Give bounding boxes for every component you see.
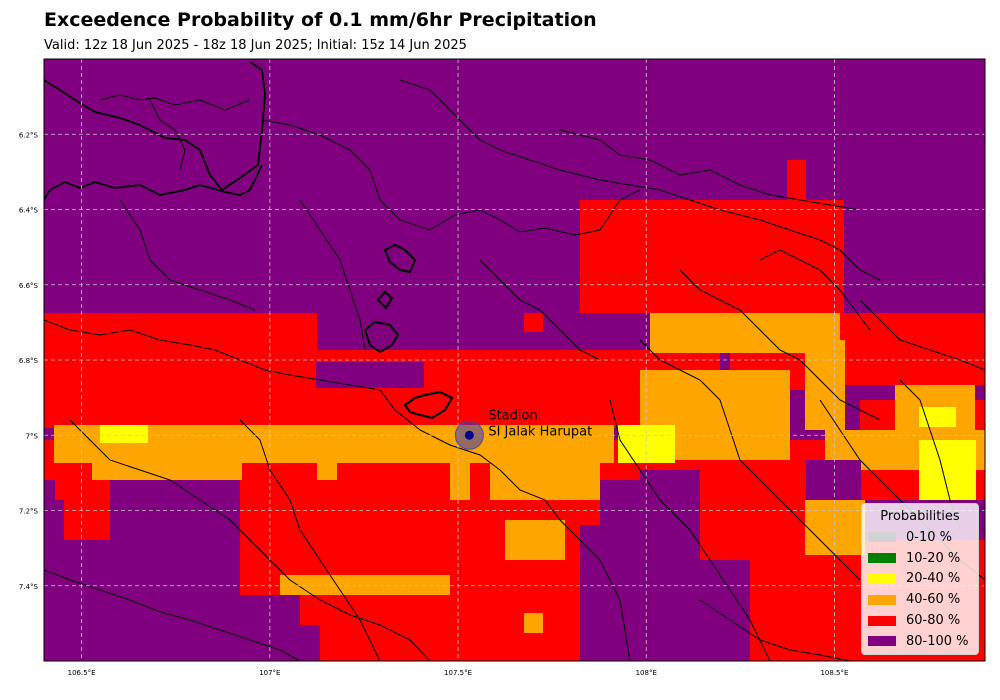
legend-item: 60-80 % bbox=[862, 610, 978, 631]
y-tick-label: 7.4°S bbox=[19, 583, 39, 591]
probability-cell bbox=[805, 500, 865, 555]
probability-cell bbox=[840, 313, 985, 385]
y-tick-label: 6.6°S bbox=[19, 282, 39, 290]
legend-swatch bbox=[868, 594, 896, 605]
probability-cell bbox=[787, 160, 806, 205]
probability-cell bbox=[640, 470, 700, 590]
legend-swatch bbox=[868, 615, 896, 626]
legend-swatch bbox=[868, 636, 896, 647]
probability-cell bbox=[110, 480, 240, 580]
x-tick-label: 106.5°E bbox=[68, 669, 96, 677]
legend-swatch bbox=[868, 573, 896, 584]
y-tick-label: 6.8°S bbox=[19, 357, 39, 365]
legend-swatch bbox=[868, 532, 896, 543]
y-tick-label: 7.2°S bbox=[19, 508, 39, 516]
probability-cell bbox=[280, 575, 450, 595]
y-axis-ticks: 6.2°S 6.4°S 6.6°S 6.8°S 7°S 7.2°S 7.4°S bbox=[19, 131, 39, 591]
legend-title: Probabilities bbox=[880, 509, 960, 524]
legend-item: 0-10 % bbox=[862, 527, 978, 548]
legend-item: 40-60 % bbox=[862, 589, 978, 610]
x-tick-label: 108.5°E bbox=[820, 669, 848, 677]
legend-label: 0-10 % bbox=[906, 529, 952, 545]
legend-item: 10-20 % bbox=[862, 548, 978, 569]
probability-cell bbox=[640, 600, 720, 661]
legend-label: 40-60 % bbox=[906, 592, 961, 608]
legend-item: 80-100 % bbox=[862, 631, 978, 652]
probability-cell bbox=[44, 350, 654, 428]
legend-label: 60-80 % bbox=[906, 613, 961, 629]
probability-cell bbox=[317, 460, 337, 480]
probability-cell bbox=[524, 313, 543, 332]
y-tick-label: 6.4°S bbox=[19, 207, 39, 215]
x-tick-label: 107°E bbox=[259, 669, 280, 677]
x-tick-label: 108°E bbox=[636, 669, 657, 677]
station-label-line2: SI Jalak Harupat bbox=[488, 424, 592, 439]
map-gridlines bbox=[44, 59, 985, 661]
chart-title: Exceedence Probability of 0.1 mm/6hr Pre… bbox=[44, 9, 597, 31]
probability-cells bbox=[44, 160, 985, 661]
probability-cell bbox=[919, 407, 956, 427]
legend-item: 20-40 % bbox=[862, 569, 978, 590]
legend-label: 20-40 % bbox=[906, 571, 961, 587]
probability-cell bbox=[580, 200, 844, 313]
probability-cell bbox=[600, 480, 640, 570]
probability-cell bbox=[44, 500, 64, 570]
legend: Probabilities 0-10 % 10-20 % 20-40 % 40-… bbox=[861, 503, 979, 655]
x-tick-label: 107.5°E bbox=[444, 669, 472, 677]
probability-cell bbox=[450, 460, 470, 500]
probability-cell bbox=[316, 362, 424, 388]
map-frame bbox=[43, 58, 986, 662]
station-label-line1: Stadion bbox=[488, 408, 537, 423]
chart-subtitle: Valid: 12z 18 Jun 2025 - 18z 18 Jun 2025… bbox=[44, 38, 467, 53]
legend-label: 80-100 % bbox=[906, 633, 969, 649]
legend-swatch bbox=[868, 553, 896, 564]
boundary-lines bbox=[44, 61, 985, 661]
station-marker bbox=[454, 420, 484, 450]
x-axis-ticks: 106.5°E 107°E 107.5°E 108°E 108.5°E bbox=[68, 669, 849, 677]
probability-cell bbox=[580, 560, 620, 620]
probability-cell bbox=[490, 460, 600, 500]
legend-label: 10-20 % bbox=[906, 550, 961, 566]
probability-cell bbox=[92, 460, 242, 480]
probability-cell bbox=[806, 460, 861, 500]
probability-cell bbox=[100, 425, 148, 443]
y-tick-label: 6.2°S bbox=[19, 131, 39, 139]
probability-cell bbox=[524, 613, 543, 633]
y-tick-label: 7°S bbox=[26, 432, 39, 440]
probability-cell bbox=[505, 520, 565, 560]
